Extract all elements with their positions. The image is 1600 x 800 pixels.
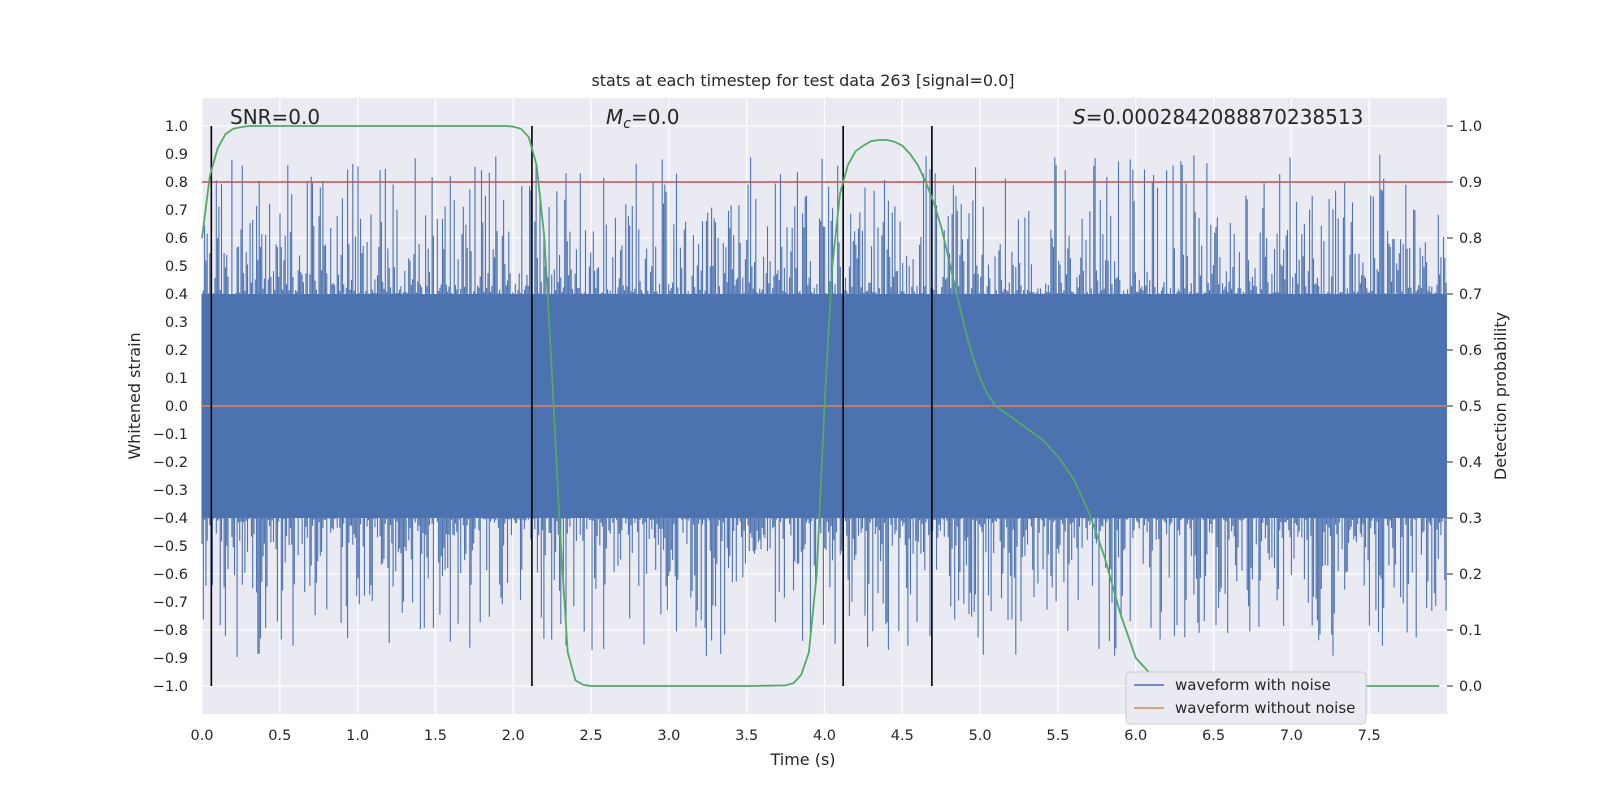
legend-label-noise: waveform with noise — [1175, 676, 1331, 694]
y-axis-ticks: 1.0 0.9 0.8 0.7 0.6 0.5 0.4 0.3 0.2 0.1 0.0 −0.1 −0.… — [153, 119, 188, 695]
y2-tick-label: 0.7 — [1459, 287, 1482, 303]
y-tick-label: 0.1 — [165, 371, 188, 387]
y2-tick-label: 0.0 — [1459, 679, 1482, 695]
x-tick-label: 6.5 — [1202, 728, 1225, 744]
x-tick-label: 3.0 — [657, 728, 680, 744]
chirp-mass-symbol: M — [606, 105, 623, 129]
x-tick-label: 3.5 — [735, 728, 758, 744]
y2-tick-label: 0.6 — [1459, 343, 1482, 359]
y-tick-label: 0.4 — [165, 287, 188, 303]
y2-tick-label: 0.2 — [1459, 567, 1482, 583]
y-tick-label: −0.3 — [153, 483, 188, 499]
y-tick-label: −0.5 — [153, 539, 188, 555]
snr-annotation: SNR=0.0 — [230, 105, 320, 129]
x-axis-ticks: 0.0 0.5 1.0 1.5 2.0 2.5 3.0 3.5 4.0 4.5 5.0 5.5 6.0 6… — [190, 728, 1380, 744]
chirp-mass-annotation: Mc=0.0 — [606, 105, 680, 132]
x-axis-label: Time (s) — [769, 750, 835, 769]
y2-tick-label: 0.3 — [1459, 511, 1482, 527]
x-tick-label: 7.0 — [1280, 728, 1303, 744]
chirp-mass-value: =0.0 — [631, 105, 680, 129]
x-tick-label: 4.0 — [813, 728, 836, 744]
x-tick-label: 1.0 — [346, 728, 369, 744]
x-tick-label: 5.5 — [1046, 728, 1069, 744]
y2-tick-label: 0.5 — [1459, 399, 1482, 415]
y-tick-label: 0.7 — [165, 203, 188, 219]
y-axis-label: Whitened strain — [125, 332, 144, 459]
y2-axis-ticks: 1.0 0.9 0.8 0.7 0.6 0.5 0.4 0.3 0.2 0.1 0.0 — [1447, 119, 1482, 695]
y-tick-label: 0.0 — [165, 399, 188, 415]
x-tick-label: 7.5 — [1358, 728, 1381, 744]
y-tick-label: −0.6 — [153, 567, 188, 583]
x-tick-label: 4.5 — [891, 728, 914, 744]
vertical-markers — [210, 126, 933, 686]
y-tick-label: −0.8 — [153, 623, 188, 639]
legend-box — [1125, 671, 1367, 725]
y-tick-label: 0.2 — [165, 343, 188, 359]
y-tick-label: −0.4 — [153, 511, 188, 527]
chart-title: stats at each timestep for test data 263… — [591, 71, 1014, 90]
score-symbol: S — [1073, 105, 1086, 129]
x-tick-label: 0.0 — [190, 728, 213, 744]
y-tick-label: 1.0 — [165, 119, 188, 135]
x-tick-label: 2.5 — [580, 728, 603, 744]
y-tick-label: −0.2 — [153, 455, 188, 471]
y2-tick-label: 0.9 — [1459, 175, 1482, 191]
x-tick-label: 0.5 — [268, 728, 291, 744]
y-tick-label: 0.5 — [165, 259, 188, 275]
legend: waveform with noise waveform without noi… — [1125, 671, 1367, 725]
score-value: =0.0002842088870238513 — [1086, 105, 1364, 129]
y-tick-label: 0.3 — [165, 315, 188, 331]
y2-tick-label: 0.1 — [1459, 623, 1482, 639]
x-tick-label: 6.0 — [1124, 728, 1147, 744]
y2-axis-label: Detection probability — [1491, 312, 1510, 480]
series-detection-probability — [201, 125, 1440, 687]
x-tick-label: 5.0 — [969, 728, 992, 744]
chirp-mass-subscript: c — [623, 116, 631, 132]
score-annotation: S=0.0002842088870238513 — [1073, 105, 1363, 129]
legend-label-clean: waveform without noise — [1175, 699, 1355, 717]
y2-tick-label: 0.8 — [1459, 231, 1482, 247]
y-tick-label: 0.8 — [165, 175, 188, 191]
y-tick-label: −0.9 — [153, 651, 188, 667]
y-tick-label: 0.9 — [165, 147, 188, 163]
y-tick-label: −0.1 — [153, 427, 188, 443]
y-tick-label: 0.6 — [165, 231, 188, 247]
x-tick-label: 2.0 — [502, 728, 525, 744]
y2-tick-label: 0.4 — [1459, 455, 1482, 471]
x-tick-label: 1.5 — [424, 728, 447, 744]
y2-tick-label: 1.0 — [1459, 119, 1482, 135]
y-tick-label: −1.0 — [153, 679, 188, 695]
y-tick-label: −0.7 — [153, 595, 188, 611]
